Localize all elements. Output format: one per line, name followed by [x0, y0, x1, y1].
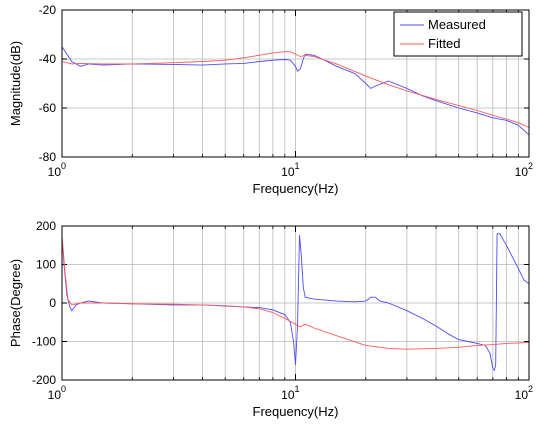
x-tick-label-base: 10: [515, 165, 529, 179]
x-tick-label-base: 10: [281, 165, 295, 179]
y-tick-label: -200: [32, 373, 56, 387]
y-tick-label: 200: [36, 219, 56, 233]
y-tick-label: 0: [49, 296, 56, 310]
x-tick-label-exponent: 2: [528, 384, 533, 394]
x-tick-label-exponent: 0: [61, 161, 66, 171]
y-axis-label: Magnitude(dB): [8, 41, 23, 126]
legend-box: [393, 11, 523, 57]
x-tick-label-exponent: 2: [528, 161, 533, 171]
legend-label-fitted: Fitted: [428, 36, 461, 51]
y-axis-label: Phase(Degree): [8, 259, 23, 347]
y-tick-label: -40: [39, 52, 57, 66]
x-tick-label-exponent: 0: [61, 384, 66, 394]
y-tick-label: -60: [39, 101, 57, 115]
x-tick-label-base: 10: [48, 165, 62, 179]
axes-box: [61, 225, 530, 381]
y-tick-label: 100: [36, 258, 56, 272]
x-tick-label-base: 10: [515, 388, 529, 402]
x-axis-label: Frequency(Hz): [253, 404, 339, 419]
x-tick-label-base: 10: [281, 388, 295, 402]
legend-label-measured: Measured: [428, 17, 486, 32]
series-line-fitted: [61, 51, 530, 129]
series-line-fitted: [61, 235, 530, 350]
x-axis-label: Frequency(Hz): [253, 181, 339, 196]
y-tick-label: -80: [39, 150, 57, 164]
x-tick-label-base: 10: [48, 388, 62, 402]
x-tick-label-exponent: 1: [295, 384, 300, 394]
axes-box: [61, 9, 530, 158]
y-tick-label: -100: [32, 335, 56, 349]
x-tick-label-exponent: 1: [295, 161, 300, 171]
y-tick-label: -20: [39, 3, 57, 17]
